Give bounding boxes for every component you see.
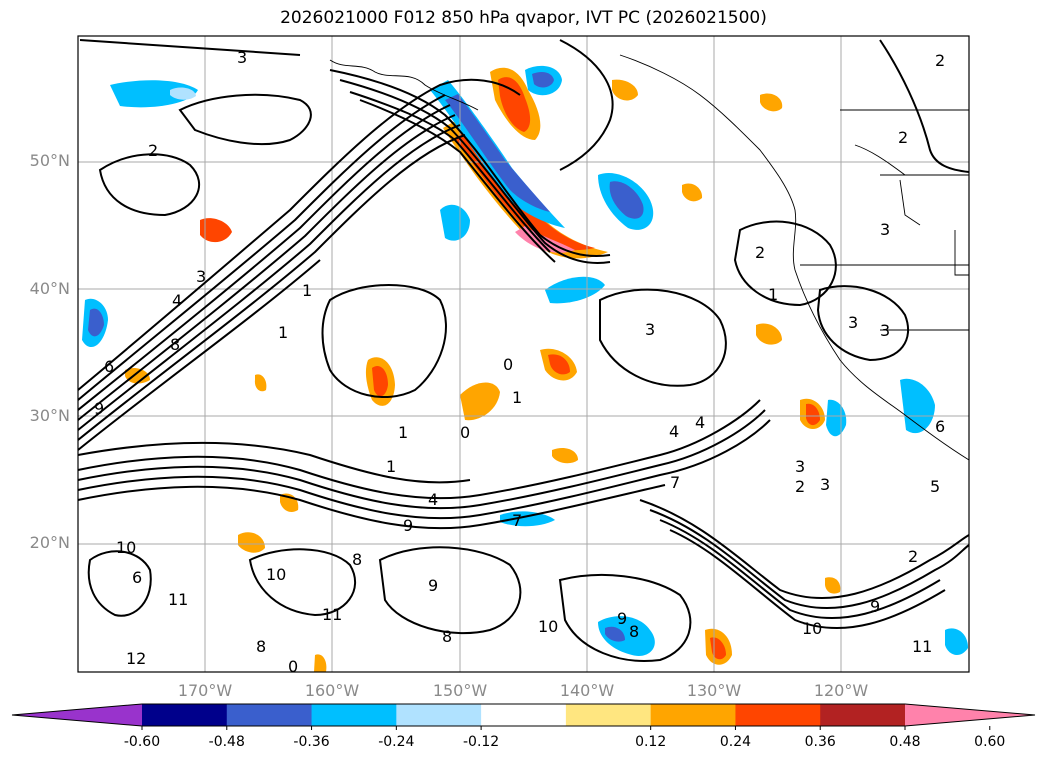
lon-label: 130°W — [686, 681, 742, 700]
colorbar-tick-label: 0.48 — [889, 734, 921, 750]
lon-label: 170°W — [177, 681, 233, 700]
colorbar-tick-label: 0.12 — [635, 734, 667, 750]
contours — [77, 39, 970, 662]
contour-label: 0 — [503, 355, 513, 374]
contour-label: 11 — [168, 590, 188, 609]
contour-label: 10 — [802, 619, 822, 638]
contour-label: 8 — [629, 622, 639, 641]
contour-label: 1 — [302, 281, 312, 300]
colorbar-segment — [142, 704, 228, 726]
plot-background — [78, 36, 969, 672]
tropical-anomalies — [125, 368, 968, 672]
contour-label: 12 — [126, 649, 146, 668]
contour-label: 9 — [94, 399, 104, 418]
colorbar-segment — [565, 704, 652, 726]
colorbar-extend-min — [12, 704, 142, 726]
contour-label: 1 — [398, 423, 408, 442]
colorbar-tick-label: 0.60 — [974, 734, 1006, 750]
colorbar-segment — [820, 704, 906, 726]
colorbar-tick-label: 0.24 — [719, 734, 752, 750]
contour-label: 9 — [870, 597, 880, 616]
colorbar-segment — [735, 704, 821, 726]
contour-label: 2 — [908, 547, 918, 566]
contour-label: 1 — [768, 285, 778, 304]
contour-label: 2 — [935, 51, 945, 70]
colorbar-segment — [396, 704, 482, 726]
contour-label: 3 — [848, 313, 858, 332]
bering-anomalies — [82, 80, 232, 348]
map-title: 2026021000 F012 850 hPa qvapor, IVT PC (… — [280, 8, 767, 28]
lon-label: 160°W — [304, 681, 360, 700]
contour-label: 6 — [104, 357, 114, 376]
contour-label: 10 — [116, 538, 136, 557]
contour-label: 4 — [172, 291, 182, 310]
lon-label: 140°W — [559, 681, 615, 700]
contour-label: 6 — [132, 568, 142, 587]
lat-label: 30°N — [29, 406, 70, 425]
colorbar-tick-label: -0.48 — [208, 734, 245, 750]
anomaly-shading — [82, 65, 968, 672]
contour-label: 7 — [512, 511, 522, 530]
colorbar-tick-label: -0.60 — [123, 734, 161, 750]
colorbar-segment — [650, 704, 736, 726]
contour-label: 0 — [288, 657, 298, 676]
contour-label: 2 — [795, 477, 805, 496]
contour-label: 7 — [670, 473, 680, 492]
gulf-of-alaska-anomalies — [440, 79, 783, 304]
contour-label: 11 — [322, 605, 342, 624]
contour-label: 6 — [935, 417, 945, 436]
colorbar — [11, 703, 1036, 730]
contour-label: 10 — [266, 565, 286, 584]
contour-label: 8 — [442, 627, 452, 646]
contour-label: 2 — [148, 141, 158, 160]
contour-label: 3 — [795, 457, 805, 476]
contour-label: 1 — [386, 457, 396, 476]
contour-label: 3 — [196, 267, 206, 286]
plot-frame — [77, 35, 970, 673]
contour-labels: 3 2 2 2 3 3 4 8 1 3 1 1 0 0 1 4 3 3 4 4 … — [94, 48, 945, 676]
contour-label: 8 — [352, 550, 362, 569]
colorbar-tick-label: -0.36 — [293, 734, 330, 750]
contour-label: 3 — [237, 48, 247, 67]
colorbar-segment — [226, 704, 313, 726]
contour-label: 9 — [403, 516, 413, 535]
lat-label: 40°N — [29, 279, 70, 298]
contour-label: 0 — [460, 423, 470, 442]
colorbar-tick-label: -0.24 — [378, 734, 415, 750]
colorbar-tick-label: 0.36 — [804, 734, 836, 750]
colorbar-extend-max — [905, 704, 1035, 726]
contour-label: 2 — [755, 243, 765, 262]
contour-label: 4 — [695, 413, 705, 432]
negative-anomaly-jet — [430, 80, 565, 228]
contour-label: 1 — [512, 388, 522, 407]
contour-label: 4 — [428, 490, 438, 509]
contour-label: 5 — [930, 477, 940, 496]
colorbar-tick-label: -0.12 — [462, 734, 500, 750]
lat-label: 50°N — [29, 151, 70, 170]
colorbar-segment — [311, 704, 397, 726]
lon-label: 150°W — [432, 681, 488, 700]
contour-label: 8 — [170, 335, 180, 354]
contour-label: 9 — [428, 576, 438, 595]
contour-label: 2 — [898, 128, 908, 147]
contour-label: 3 — [880, 220, 890, 239]
contour-label: 8 — [256, 637, 266, 656]
contour-label: 3 — [820, 475, 830, 494]
contour-label: 11 — [912, 637, 932, 656]
lon-label: 120°W — [813, 681, 869, 700]
contour-label: 4 — [669, 422, 679, 441]
contour-label: 3 — [645, 320, 655, 339]
colorbar-segment — [481, 704, 567, 726]
contour-label: 1 — [278, 323, 288, 342]
lat-label: 20°N — [29, 533, 70, 552]
contour-label: 3 — [880, 321, 890, 340]
coastlines — [329, 54, 970, 461]
contour-label: 10 — [538, 617, 558, 636]
contour-label: 9 — [617, 609, 627, 628]
